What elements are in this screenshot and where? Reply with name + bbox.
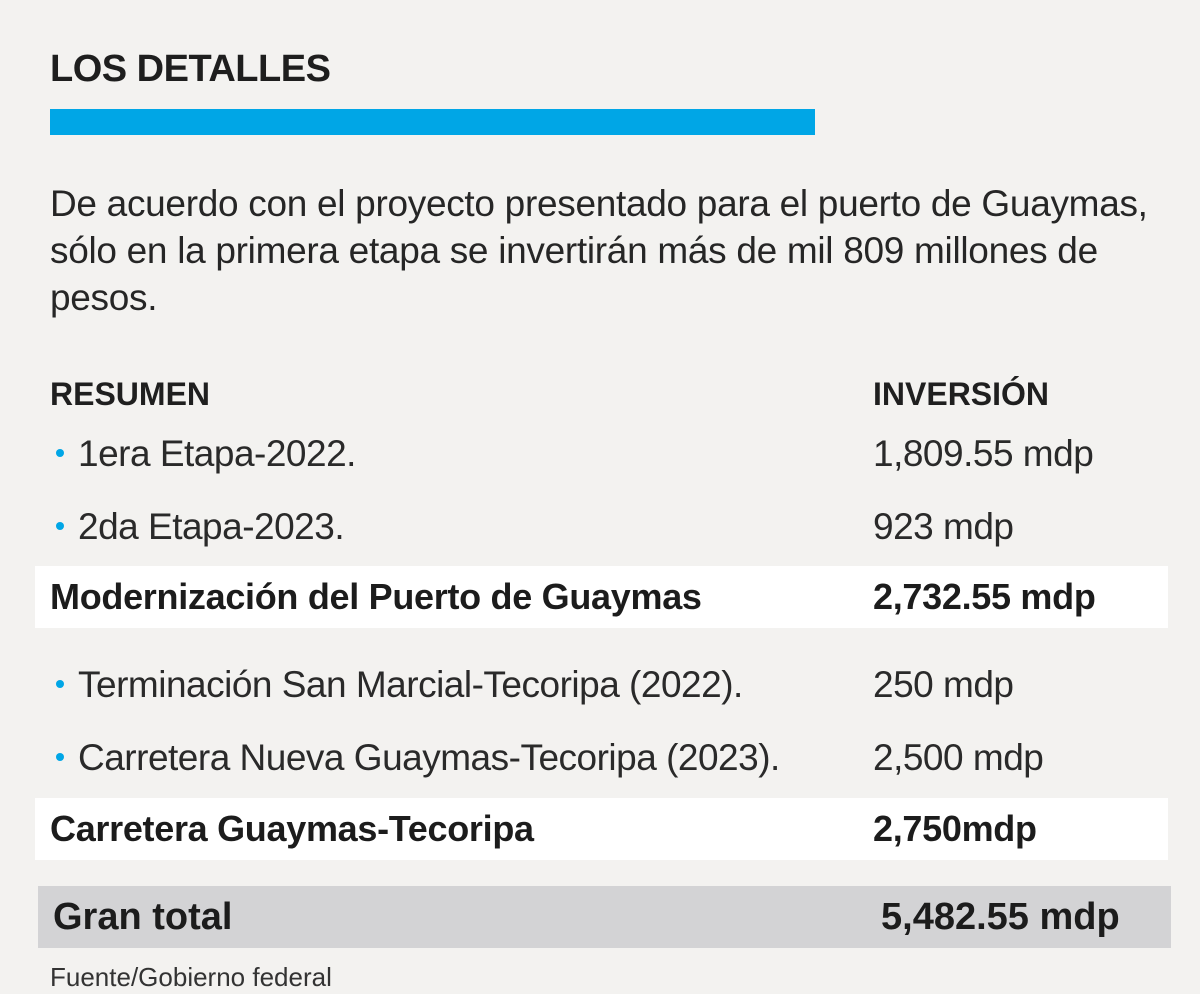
- row-label: Terminación San Marcial-Tecoripa (2022).: [78, 664, 743, 705]
- row-label: Carretera Nueva Guaymas-Tecoripa (2023).: [78, 737, 780, 778]
- row-label: 1era Etapa-2022.: [78, 433, 356, 474]
- grand-total-label: Gran total: [53, 896, 233, 938]
- grand-total-value: 5,482.55 mdp: [881, 896, 1120, 938]
- section-title: LOS DETALLES: [50, 48, 331, 90]
- header-resumen: RESUMEN: [50, 376, 211, 412]
- intro-paragraph: De acuerdo con el proyecto presentado pa…: [50, 183, 1148, 318]
- row-value: 1,809.55 mdp: [873, 433, 1094, 474]
- source-credit: Fuente/Gobierno federal: [50, 962, 332, 992]
- row-value: 2,500 mdp: [873, 737, 1044, 778]
- table-row: 2da Etapa-2023. 923 mdp: [35, 496, 1168, 558]
- title-accent-bar: [50, 109, 815, 135]
- subtotal-row: Modernización del Puerto de Guaymas 2,73…: [35, 566, 1168, 628]
- grand-total-row: Gran total 5,482.55 mdp: [38, 886, 1171, 948]
- row-label: Modernización del Puerto de Guaymas: [50, 576, 702, 617]
- table-row: 1era Etapa-2022. 1,809.55 mdp: [35, 423, 1168, 485]
- table-header-row: RESUMEN INVERSIÓN: [35, 363, 1168, 425]
- row-value: 2,732.55 mdp: [873, 576, 1096, 617]
- bullet-icon: [56, 522, 64, 531]
- table-row: Terminación San Marcial-Tecoripa (2022).…: [35, 654, 1168, 716]
- bullet-icon: [56, 680, 64, 689]
- bullet-icon: [56, 449, 64, 458]
- header-inversion: INVERSIÓN: [873, 376, 1050, 412]
- row-value: 923 mdp: [873, 506, 1014, 547]
- bullet-icon: [56, 753, 64, 762]
- table-row: Carretera Nueva Guaymas-Tecoripa (2023).…: [35, 727, 1168, 789]
- row-label: 2da Etapa-2023.: [78, 506, 345, 547]
- subtotal-row: Carretera Guaymas-Tecoripa 2,750mdp: [35, 798, 1168, 860]
- row-label: Carretera Guaymas-Tecoripa: [50, 808, 534, 849]
- row-value: 2,750mdp: [873, 808, 1037, 849]
- row-value: 250 mdp: [873, 664, 1014, 705]
